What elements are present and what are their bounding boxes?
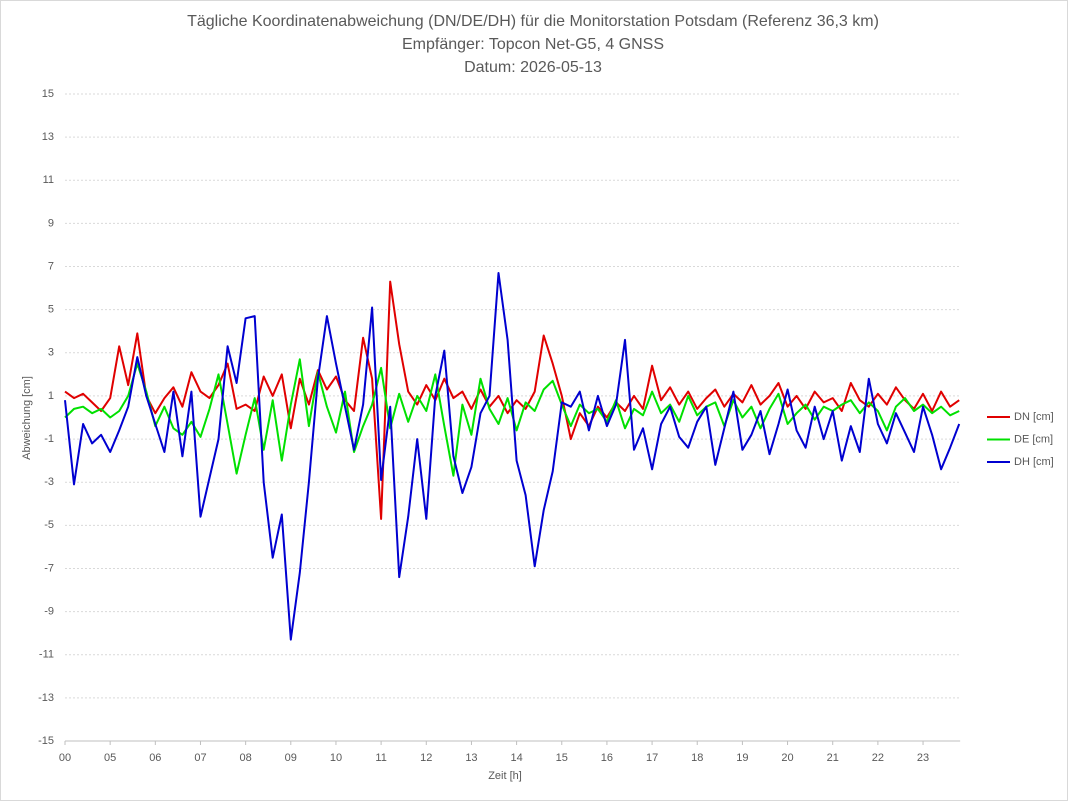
y-axis-title: Abweichung [cm] bbox=[21, 376, 33, 460]
y-tick-label: -15 bbox=[38, 735, 54, 747]
x-tick-label: 17 bbox=[646, 752, 658, 764]
legend-label: DE [cm] bbox=[1014, 433, 1053, 445]
y-tick-label: -9 bbox=[44, 606, 54, 618]
chart-title: Tägliche Koordinatenabweichung (DN/DE/DH… bbox=[187, 13, 879, 30]
y-tick-label: -7 bbox=[44, 562, 54, 574]
legend-label: DN [cm] bbox=[1014, 411, 1054, 423]
x-tick-label: 22 bbox=[872, 752, 884, 764]
y-tick-label: 13 bbox=[42, 131, 54, 143]
y-tick-label: -13 bbox=[38, 692, 54, 704]
x-tick-label: 16 bbox=[601, 752, 613, 764]
legend-label: DH [cm] bbox=[1014, 456, 1054, 468]
x-tick-label: 12 bbox=[420, 752, 432, 764]
x-tick-label: 20 bbox=[781, 752, 793, 764]
x-axis-title: Zeit [h] bbox=[488, 770, 522, 782]
y-tick-label: -5 bbox=[44, 519, 54, 531]
x-tick-label: 15 bbox=[556, 752, 568, 764]
x-tick-label: 19 bbox=[736, 752, 748, 764]
y-tick-label: 7 bbox=[48, 260, 54, 272]
y-tick-label: 9 bbox=[48, 217, 54, 229]
x-tick-label: 18 bbox=[691, 752, 703, 764]
y-tick-label: 15 bbox=[42, 88, 54, 100]
x-tick-label: 10 bbox=[330, 752, 342, 764]
x-tick-label: 07 bbox=[194, 752, 206, 764]
x-tick-label: 23 bbox=[917, 752, 929, 764]
x-tick-label: 05 bbox=[104, 752, 116, 764]
x-tick-label: 08 bbox=[240, 752, 252, 764]
x-tick-label: 14 bbox=[510, 752, 522, 764]
y-tick-label: -3 bbox=[44, 476, 54, 488]
y-tick-label: 5 bbox=[48, 304, 54, 316]
y-tick-label: 11 bbox=[43, 174, 54, 186]
x-tick-label: 21 bbox=[827, 752, 839, 764]
y-tick-label: -11 bbox=[39, 649, 54, 661]
x-tick-label: 13 bbox=[465, 752, 477, 764]
chart-subtitle: Datum: 2026-05-13 bbox=[464, 59, 602, 76]
x-tick-label: 00 bbox=[59, 752, 71, 764]
y-tick-label: -1 bbox=[44, 433, 54, 445]
y-tick-label: 1 bbox=[48, 390, 54, 402]
data-line bbox=[64, 358, 960, 477]
chart-subtitle: Empfänger: Topcon Net-G5, 4 GNSS bbox=[402, 36, 664, 53]
y-tick-label: 3 bbox=[48, 347, 54, 359]
x-tick-label: 11 bbox=[375, 752, 386, 764]
data-line bbox=[64, 272, 961, 641]
x-tick-label: 09 bbox=[285, 752, 297, 764]
x-tick-label: 06 bbox=[149, 752, 161, 764]
